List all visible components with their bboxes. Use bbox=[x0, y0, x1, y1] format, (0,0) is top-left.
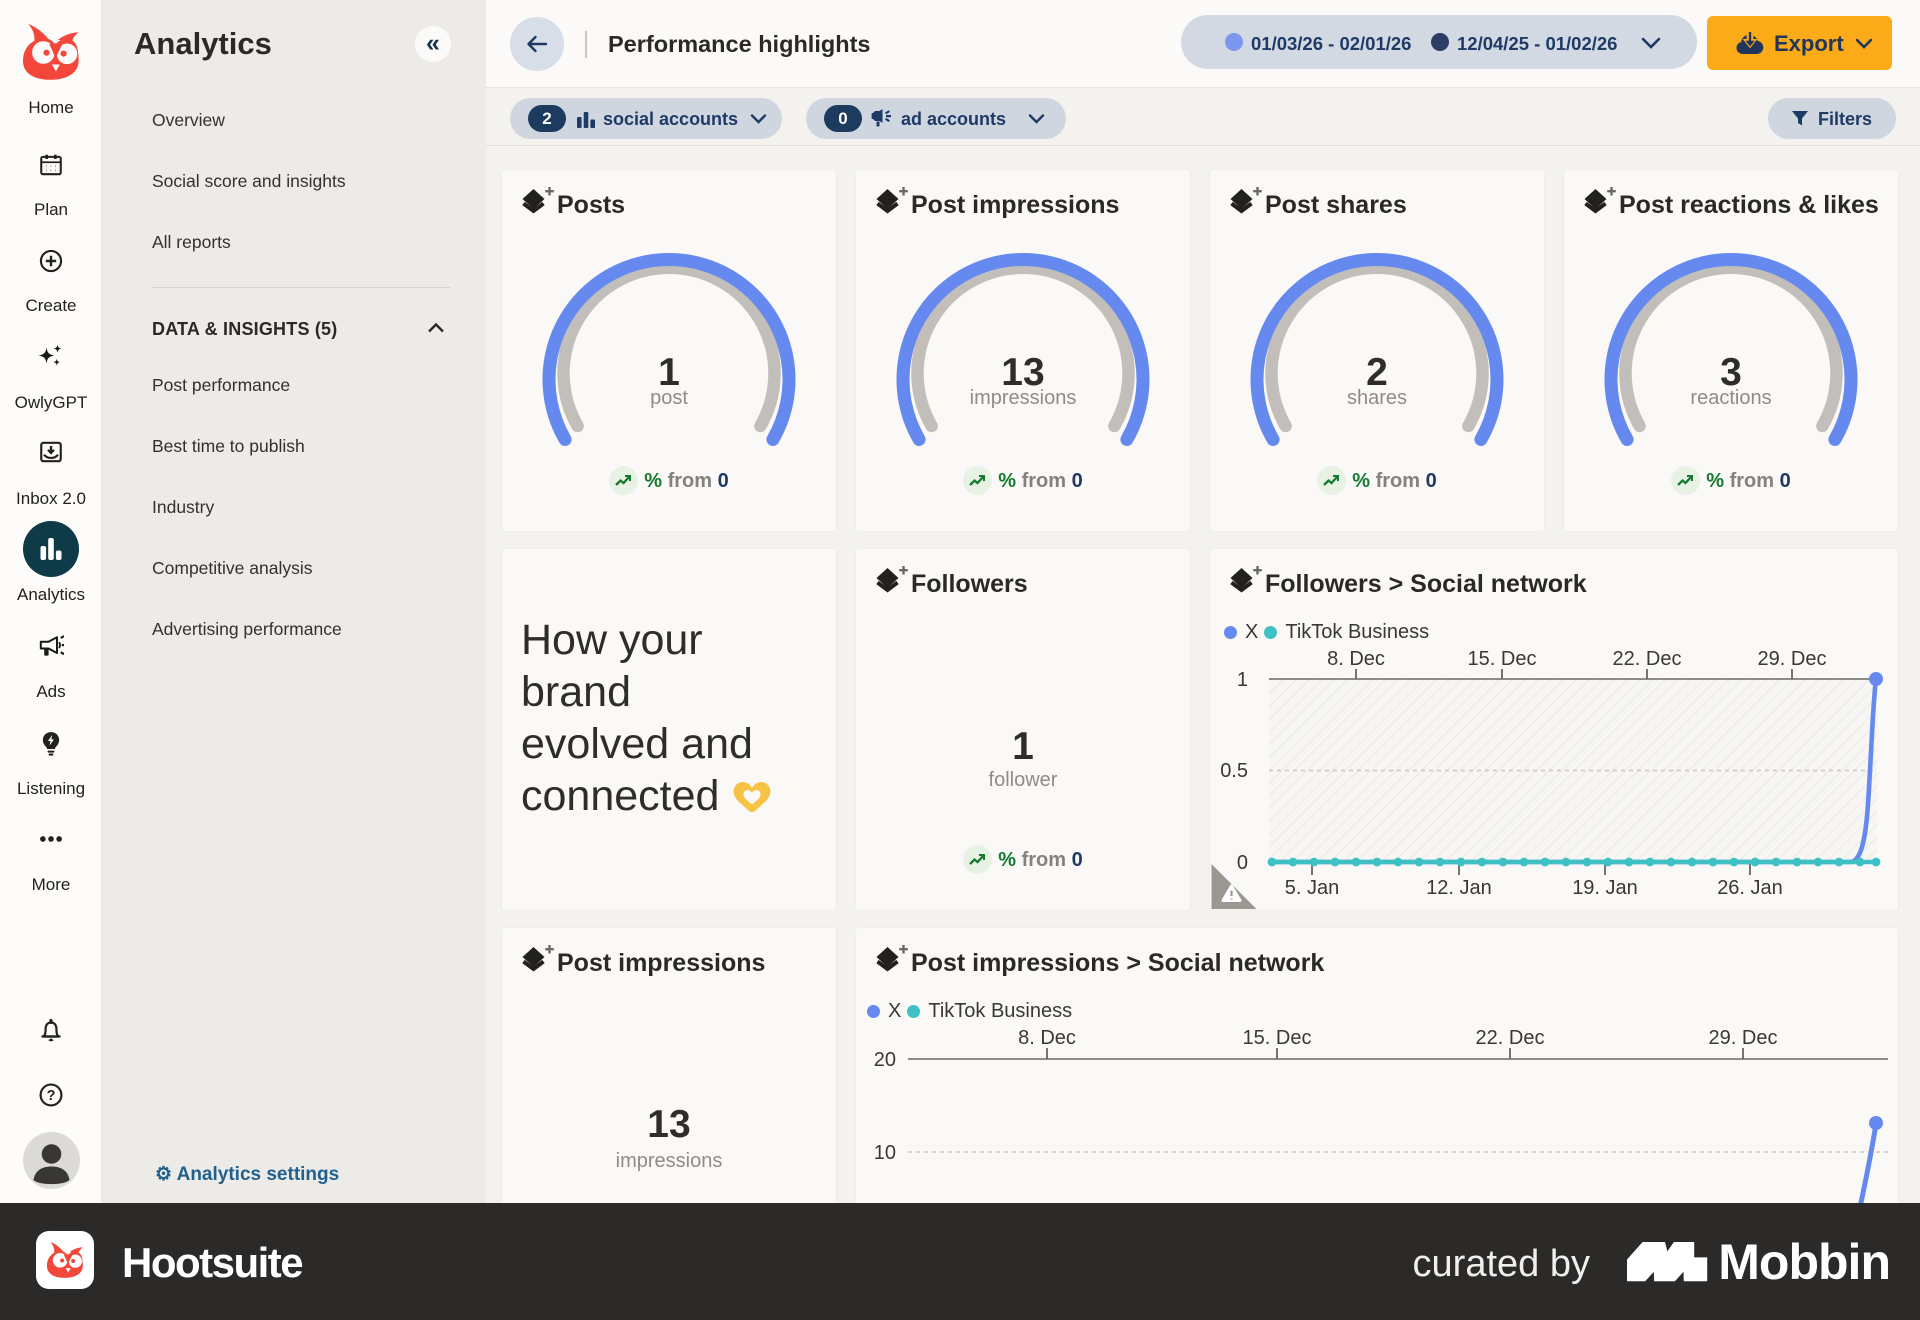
svg-text:?: ? bbox=[47, 1088, 56, 1104]
svg-text:12. Jan: 12. Jan bbox=[1426, 877, 1492, 899]
svg-text:29. Dec: 29. Dec bbox=[1758, 648, 1827, 670]
svg-text:15. Dec: 15. Dec bbox=[1468, 648, 1537, 670]
svg-text:0.5: 0.5 bbox=[1220, 760, 1248, 782]
svg-text:15. Dec: 15. Dec bbox=[1243, 1027, 1312, 1049]
svg-text:20: 20 bbox=[874, 1049, 896, 1071]
svg-text:5. Jan: 5. Jan bbox=[1285, 877, 1339, 899]
svg-text:29. Dec: 29. Dec bbox=[1709, 1027, 1778, 1049]
svg-text:8. Dec: 8. Dec bbox=[1327, 648, 1385, 670]
svg-text:22. Dec: 22. Dec bbox=[1613, 648, 1682, 670]
svg-text:22. Dec: 22. Dec bbox=[1476, 1027, 1545, 1049]
svg-text:26. Jan: 26. Jan bbox=[1717, 877, 1783, 899]
svg-text:19. Jan: 19. Jan bbox=[1572, 877, 1638, 899]
svg-text:8. Dec: 8. Dec bbox=[1018, 1027, 1076, 1049]
svg-text:1: 1 bbox=[1237, 669, 1248, 691]
svg-text:10: 10 bbox=[874, 1142, 896, 1164]
svg-text:0: 0 bbox=[1237, 852, 1248, 874]
